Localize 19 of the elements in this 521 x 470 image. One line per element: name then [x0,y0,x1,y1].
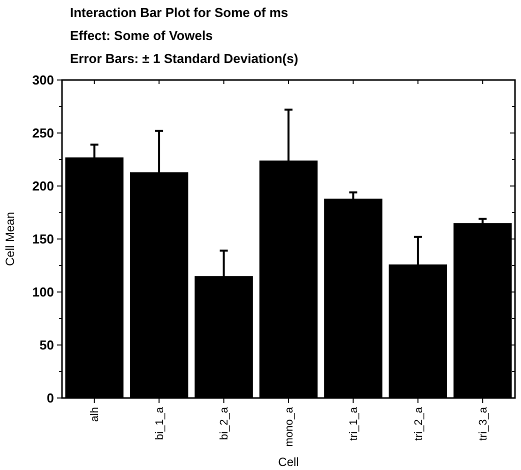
y-tick-label: 0 [46,390,54,406]
x-tick-label: mono_a [283,406,296,447]
x-tick-label: bi_1_a [154,406,166,440]
y-tick-label: 100 [32,284,54,300]
x-tick-label: tri_1_a [348,406,360,441]
y-tick-label: 150 [32,232,54,247]
text: Error Bars: ± 1 Standard Deviation(s) [70,51,298,66]
y-tick-label: 250 [32,126,54,141]
y-tick-label: 300 [32,72,54,88]
chart-subtitle: Effect: Some of Vowels [70,28,213,43]
x-tick-label: tri_2_a [412,406,425,441]
x-tick-label: bi_2_a [218,406,231,440]
y-axis-title: Cell Mean [3,212,17,266]
chart-title: Interaction Bar Plot for Some of ms [70,5,288,20]
y-tick-label: 50 [40,338,54,353]
x-axis-title: Cell [278,455,299,469]
y-tick-label: 200 [32,178,54,194]
x-tick-label: tri_3_a [477,406,490,441]
x-tick-label: alh [89,407,102,422]
